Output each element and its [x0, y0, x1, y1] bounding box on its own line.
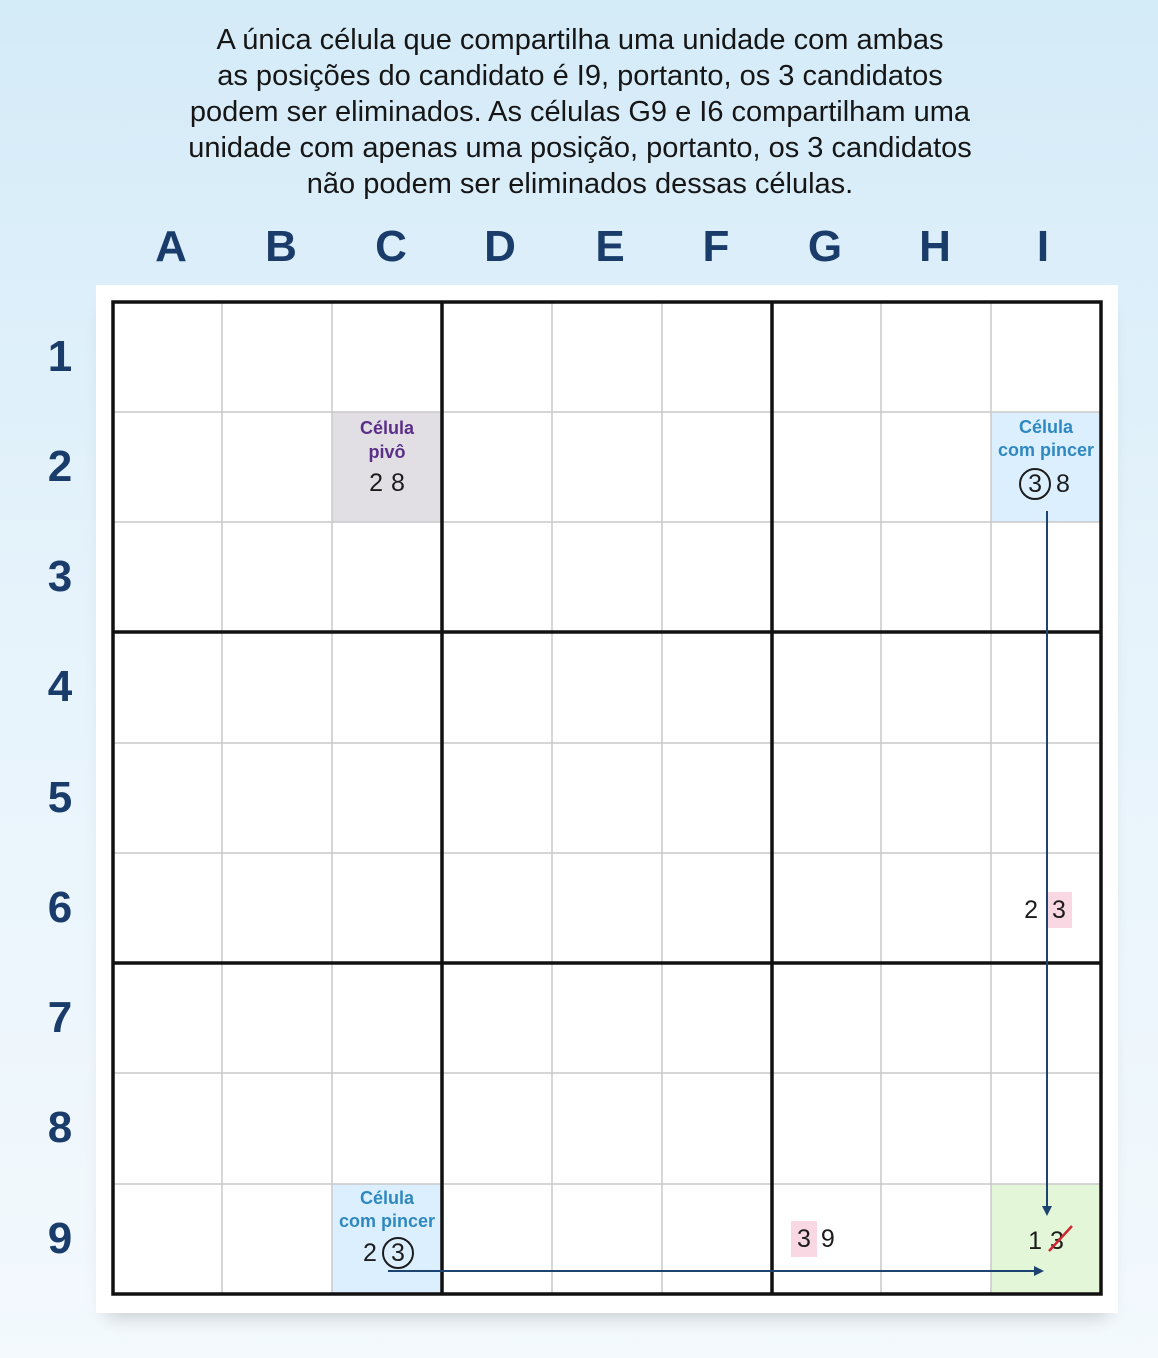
cell-title-line: com pincer: [338, 1211, 436, 1231]
candidate: 9: [820, 1225, 835, 1253]
candidate: 2: [369, 469, 383, 497]
candidate: 8: [1056, 470, 1070, 498]
row-label-7: 7: [47, 993, 73, 1042]
circled-candidate: 3: [1019, 468, 1052, 500]
cell-title-line: Célula: [1018, 417, 1074, 437]
row-label-1: 1: [47, 332, 73, 381]
column-label-a: A: [155, 222, 187, 271]
sudoku-board: [96, 285, 1118, 1313]
strike-mark: [1048, 1225, 1073, 1252]
column-label-h: H: [919, 222, 951, 271]
box-grid-lines: [111, 300, 1103, 1296]
column-label-i: I: [1036, 222, 1050, 271]
circled-candidate: 3: [381, 1237, 414, 1269]
cell-title-line: pivô: [368, 442, 406, 462]
row-label-8: 8: [47, 1103, 73, 1152]
caption-line: as posições do candidato é I9, portanto,…: [217, 60, 943, 92]
thin-grid-lines: [113, 302, 1101, 1294]
cell-title-line: Célula: [359, 418, 415, 438]
column-label-c: C: [375, 222, 407, 271]
candidate: 2: [363, 1239, 377, 1267]
row-label-5: 5: [47, 773, 73, 822]
column-label-f: F: [702, 222, 730, 271]
row-label-9: 9: [47, 1214, 73, 1263]
row-label-2: 2: [47, 442, 73, 491]
highlighted-candidate: 3: [791, 1221, 817, 1257]
cell-title-line: com pincer: [997, 440, 1095, 460]
caption-line: unidade com apenas uma posição, portanto…: [188, 132, 972, 164]
caption-line: A única célula que compartilha uma unida…: [216, 24, 944, 56]
row-label-3: 3: [47, 552, 73, 601]
highlighted-candidate: 3: [1046, 892, 1072, 928]
caption: A única célula que compartilha uma unida…: [100, 22, 1060, 202]
column-label-b: B: [265, 222, 297, 271]
column-label-e: E: [595, 222, 625, 271]
row-label-4: 4: [47, 662, 73, 711]
caption-line: não podem ser eliminados dessas células.: [306, 168, 854, 200]
row-label-6: 6: [47, 883, 73, 932]
candidate: 1: [1028, 1227, 1042, 1255]
cell-title-line: Célula: [359, 1188, 415, 1208]
caption-line: podem ser eliminados. As células G9 e I6…: [189, 96, 971, 128]
candidate: 8: [391, 469, 405, 497]
candidate: 2: [1024, 896, 1038, 924]
column-label-g: G: [807, 222, 843, 271]
column-label-d: D: [484, 222, 516, 271]
